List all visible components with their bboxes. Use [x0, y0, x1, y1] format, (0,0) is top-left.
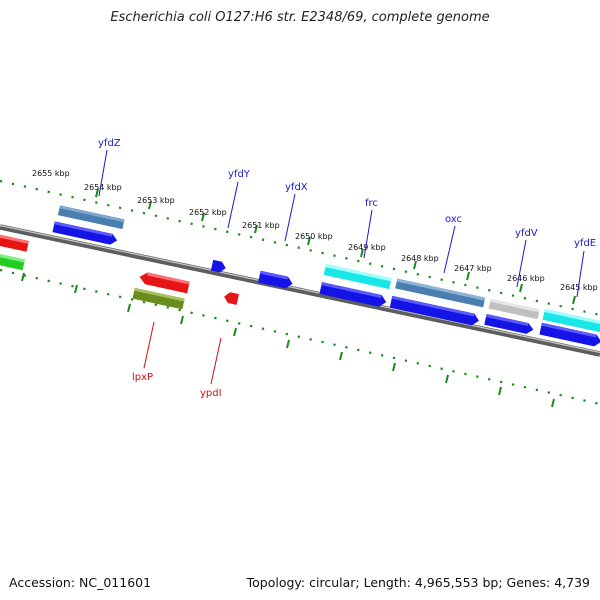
scale-label-2647: 2647 kbp	[454, 264, 492, 273]
gene-arrow-lpxP[interactable]	[138, 271, 190, 294]
gene-left-red[interactable]	[0, 232, 29, 252]
gene-lpxP-lower[interactable]	[132, 287, 185, 310]
topology-text: Topology: circular; Length: 4,965,553 bp…	[246, 575, 590, 590]
gene-label-yfdE[interactable]: yfdE	[574, 238, 596, 249]
gene-arrow-yfdY[interactable]	[210, 259, 227, 274]
gene-label-lpxP[interactable]: lpxP	[132, 372, 153, 383]
gene-arrow-yfdV[interactable]	[484, 314, 534, 335]
accession-text: Accession: NC_011601	[9, 575, 152, 590]
gene-arrow-oxc[interactable]	[389, 295, 481, 327]
gene-label-yfdY[interactable]: yfdY	[228, 169, 251, 180]
scale-label-2652: 2652 kbp	[189, 208, 227, 217]
gene-frc-upper[interactable]	[323, 264, 392, 290]
scale-label-2651: 2651 kbp	[242, 221, 280, 230]
gene-arrow-ypdI[interactable]	[223, 291, 239, 305]
genome-backbone	[0, 224, 600, 357]
scale-label-2654: 2654 kbp	[84, 183, 122, 192]
gene-oxc-upper[interactable]	[395, 278, 486, 308]
gene-label-yfdV[interactable]: yfdV	[515, 228, 538, 239]
gene-arrow-frc[interactable]	[319, 282, 387, 308]
gene-arrow-yfdE[interactable]	[539, 322, 600, 348]
gene-yfdZ-upper[interactable]	[57, 205, 125, 230]
gene-yfdV-upper[interactable]	[488, 298, 540, 320]
scale-label-2653: 2653 kbp	[137, 196, 175, 205]
scale-label-2648: 2648 kbp	[401, 254, 439, 263]
reverse-label-leaders	[143, 321, 222, 385]
scale-label-2646: 2646 kbp	[507, 274, 545, 283]
inner-major-ticks	[21, 272, 555, 408]
gene-yfdE-upper[interactable]	[542, 309, 600, 333]
gene-arrow-yfdX[interactable]	[258, 270, 294, 290]
gene-arrow-yfdZ[interactable]	[52, 221, 118, 245]
gene-label-yfdZ[interactable]: yfdZ	[98, 138, 121, 149]
gene-label-frc[interactable]: frc	[365, 198, 378, 209]
scale-label-2655: 2655 kbp	[32, 169, 70, 178]
scale-label-2649: 2649 kbp	[348, 243, 386, 252]
reverse-genes	[0, 232, 239, 310]
gene-left-green[interactable]	[0, 251, 25, 271]
forward-label-leaders	[98, 149, 585, 298]
scale-label-2650: 2650 kbp	[295, 232, 333, 241]
forward-upper-genes	[57, 205, 600, 333]
gene-label-oxc[interactable]: oxc	[445, 214, 462, 225]
map-title: Escherichia coli O127:H6 str. E2348/69, …	[110, 10, 490, 25]
forward-gene-arrows	[52, 221, 600, 347]
gene-label-ypdI[interactable]: ypdI	[200, 388, 222, 399]
outer-major-ticks	[95, 188, 576, 305]
gene-label-yfdX[interactable]: yfdX	[285, 182, 308, 193]
